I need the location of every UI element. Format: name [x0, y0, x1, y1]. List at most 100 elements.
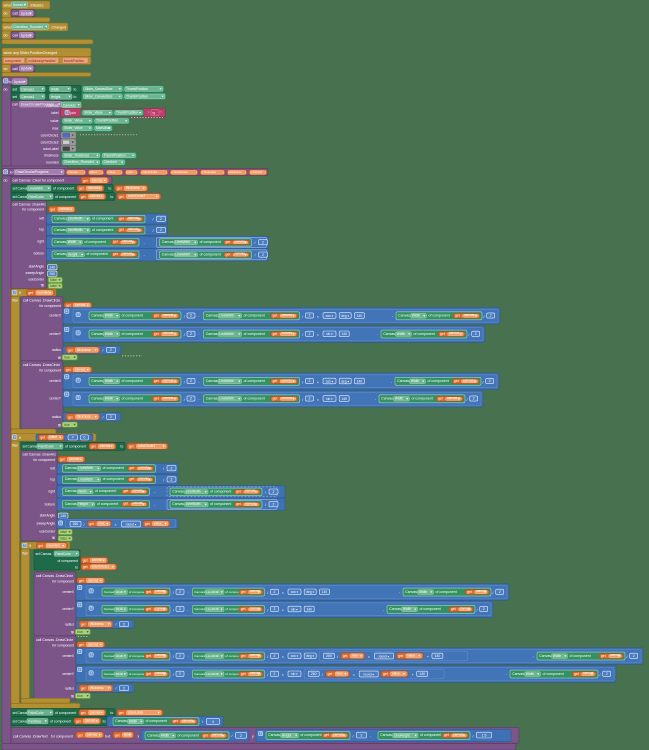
svg-text:/: / — [232, 734, 233, 738]
svg-text:of component: of component — [103, 477, 124, 481]
svg-text:ThumbPosition: ThumbPosition — [126, 94, 148, 98]
svg-text:deg ▾: deg ▾ — [341, 379, 349, 383]
svg-text:ThumbPosition: ThumbPosition — [126, 87, 148, 91]
svg-text:/: / — [153, 229, 155, 233]
svg-text:for component: for component — [52, 579, 74, 583]
svg-text:×: × — [115, 523, 117, 527]
svg-text:Canvas.: Canvas. — [65, 466, 78, 470]
svg-text:if: if — [29, 544, 31, 548]
svg-text:/: / — [103, 415, 104, 419]
svg-text:value: value — [50, 119, 58, 123]
svg-text:/: / — [467, 398, 468, 402]
svg-text:get: get — [81, 711, 86, 715]
svg-text:/: / — [173, 673, 174, 677]
svg-text:set Canvas.: set Canvas. — [13, 711, 30, 715]
svg-text:?: ? — [60, 521, 62, 525]
svg-text:of component: of component — [129, 672, 147, 676]
svg-text:×: × — [282, 673, 284, 677]
svg-text:of component: of component — [225, 590, 243, 594]
svg-text:Canvas.: Canvas. — [206, 397, 219, 401]
svg-text:get: get — [130, 466, 135, 470]
svg-text:y: y — [252, 734, 254, 738]
svg-text:get: get — [154, 314, 159, 318]
svg-text:get: get — [124, 489, 129, 493]
svg-text:-: - — [144, 254, 146, 258]
svg-text:MaxValue: MaxValue — [96, 126, 111, 130]
svg-text:centerX: centerX — [62, 654, 74, 658]
svg-text:Canvas.: Canvas. — [381, 397, 394, 401]
svg-text:Slider_Value: Slider_Value — [64, 119, 83, 123]
svg-text:for component: for component — [39, 304, 61, 308]
svg-text:LineWidth: LineWidth — [219, 314, 234, 318]
svg-text:/: / — [184, 380, 185, 384]
svg-text:of component: of component — [65, 445, 86, 449]
svg-text:/: / — [302, 380, 303, 384]
svg-text:.: . — [93, 127, 94, 131]
svg-text:2: 2 — [309, 332, 311, 336]
svg-text:canvas: canvas — [69, 457, 80, 461]
svg-text:Canvas.: Canvas. — [104, 607, 115, 611]
svg-text:.: . — [113, 111, 114, 115]
svg-text:Canvas.: Canvas. — [194, 654, 205, 658]
svg-text:Width: Width — [403, 607, 412, 611]
svg-text:LineWidth: LineWidth — [219, 332, 234, 336]
svg-text:rounded: rounded — [251, 170, 262, 174]
svg-text:Width: Width — [68, 240, 77, 244]
svg-text:canvas: canvas — [235, 252, 246, 256]
svg-text:/: / — [267, 591, 268, 595]
svg-text:to: to — [74, 88, 77, 92]
svg-text:Canvas.: Canvas. — [104, 590, 115, 594]
svg-text:Width: Width — [116, 672, 124, 676]
svg-text:canvas: canvas — [155, 671, 166, 675]
svg-text:?: ? — [14, 435, 16, 439]
svg-text:canvas: canvas — [583, 671, 594, 675]
svg-text:bottom: bottom — [34, 251, 45, 255]
svg-text:/: / — [255, 241, 257, 245]
svg-text:+: + — [66, 375, 68, 379]
svg-text:get: get — [78, 733, 83, 737]
svg-text:call Canvas .DrawText: call Canvas .DrawText — [13, 734, 48, 738]
svg-text:FontSize: FontSize — [28, 719, 41, 723]
svg-text:get: get — [146, 672, 151, 676]
svg-text:canvas: canvas — [282, 378, 293, 382]
svg-text:Canvas1: Canvas1 — [21, 87, 34, 91]
svg-text:right: right — [48, 489, 55, 493]
svg-text:set Canvas.: set Canvas. — [23, 445, 40, 449]
svg-text:Width: Width — [129, 719, 138, 723]
svg-text:value: value — [154, 521, 162, 525]
svg-text:get: get — [38, 544, 43, 548]
svg-text:of component: of component — [244, 379, 265, 383]
svg-text:/: / — [103, 349, 104, 353]
svg-text:cos ▾: cos ▾ — [326, 379, 334, 383]
svg-text:2: 2 — [240, 734, 242, 738]
svg-text:false: false — [50, 284, 57, 288]
svg-text:canvas: canvas — [163, 396, 174, 400]
svg-text:Canvas.: Canvas. — [162, 252, 175, 256]
svg-text:2: 2 — [190, 397, 192, 401]
svg-text:get: get — [226, 240, 231, 244]
svg-text:true: true — [64, 356, 70, 360]
svg-text:value: value — [407, 654, 415, 658]
svg-text:·: · — [533, 654, 534, 659]
svg-text:set: set — [13, 95, 18, 99]
svg-text:get: get — [154, 379, 159, 383]
svg-text:Canvas.: Canvas. — [104, 654, 115, 658]
svg-text:ThumbPosition: ThumbPosition — [116, 111, 138, 115]
svg-text:2: 2 — [262, 253, 264, 257]
svg-text:Checkbox_Rounded: Checkbox_Rounded — [13, 25, 43, 29]
svg-text:Width: Width — [526, 672, 535, 676]
svg-text:canvas: canvas — [90, 710, 101, 714]
svg-text:of component: of component — [428, 379, 449, 383]
svg-text:+: + — [79, 586, 81, 590]
svg-text:/: / — [600, 673, 601, 677]
svg-text:get: get — [50, 208, 55, 212]
svg-text:canvas: canvas — [75, 367, 86, 371]
svg-text:thickness: thickness — [126, 186, 140, 190]
svg-text:2: 2 — [110, 348, 112, 352]
svg-text:Width: Width — [161, 734, 170, 738]
svg-text:canvas: canvas — [447, 396, 458, 400]
svg-text:fill: fill — [58, 356, 61, 360]
svg-text:canvas: canvas — [464, 313, 475, 317]
svg-text:?: ? — [77, 378, 79, 382]
svg-text:sin ▾: sin ▾ — [291, 672, 298, 676]
